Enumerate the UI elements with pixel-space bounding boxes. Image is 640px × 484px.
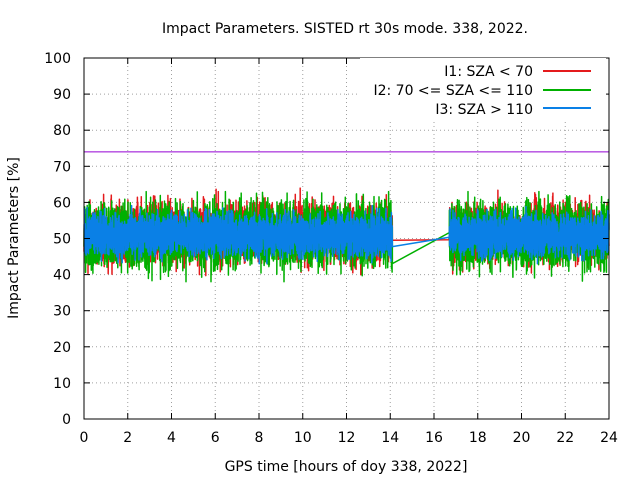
y-axis-label: Impact Parameters [%] <box>6 157 22 319</box>
y-tick-label: 60 <box>53 195 71 211</box>
y-tick-label: 20 <box>53 340 71 356</box>
x-tick-label: 10 <box>294 430 312 446</box>
x-tick-label: 6 <box>211 430 220 446</box>
legend: I1: SZA < 70 I2: 70 <= SZA <= 110 I3: SZ… <box>360 58 606 122</box>
x-axis-tick-labels: 0 2 4 6 8 10 12 14 16 18 20 22 24 <box>80 430 618 446</box>
y-tick-label: 0 <box>62 412 71 428</box>
y-tick-label: 50 <box>53 232 71 248</box>
x-tick-label: 8 <box>255 430 264 446</box>
y-tick-label: 80 <box>53 123 71 139</box>
x-tick-label: 4 <box>167 430 176 446</box>
x-tick-label: 20 <box>513 430 531 446</box>
series-area <box>83 187 610 283</box>
y-tick-label: 90 <box>53 87 71 103</box>
x-tick-label: 24 <box>600 430 618 446</box>
y-tick-label: 40 <box>53 268 71 284</box>
legend-label-i3: I3: SZA > 110 <box>435 102 533 118</box>
series-line-3 <box>83 204 610 265</box>
x-tick-label: 0 <box>80 430 89 446</box>
y-tick-label: 30 <box>53 304 71 320</box>
x-tick-label: 18 <box>469 430 487 446</box>
chart-title: Impact Parameters. SISTED rt 30s mode. 3… <box>162 21 528 37</box>
y-tick-label: 70 <box>53 159 71 175</box>
x-tick-label: 16 <box>425 430 443 446</box>
x-tick-label: 12 <box>338 430 356 446</box>
legend-label-i2: I2: 70 <= SZA <= 110 <box>373 83 533 99</box>
x-axis-label: GPS time [hours of doy 338, 2022] <box>225 459 468 475</box>
y-axis-tick-labels: 0 10 20 30 40 50 60 70 80 90 100 <box>44 51 71 428</box>
y-tick-label: 10 <box>53 376 71 392</box>
legend-label-i1: I1: SZA < 70 <box>444 64 533 80</box>
y-tick-label: 100 <box>44 51 71 67</box>
x-tick-label: 14 <box>381 430 399 446</box>
x-tick-label: 2 <box>123 430 132 446</box>
x-tick-label: 22 <box>556 430 574 446</box>
